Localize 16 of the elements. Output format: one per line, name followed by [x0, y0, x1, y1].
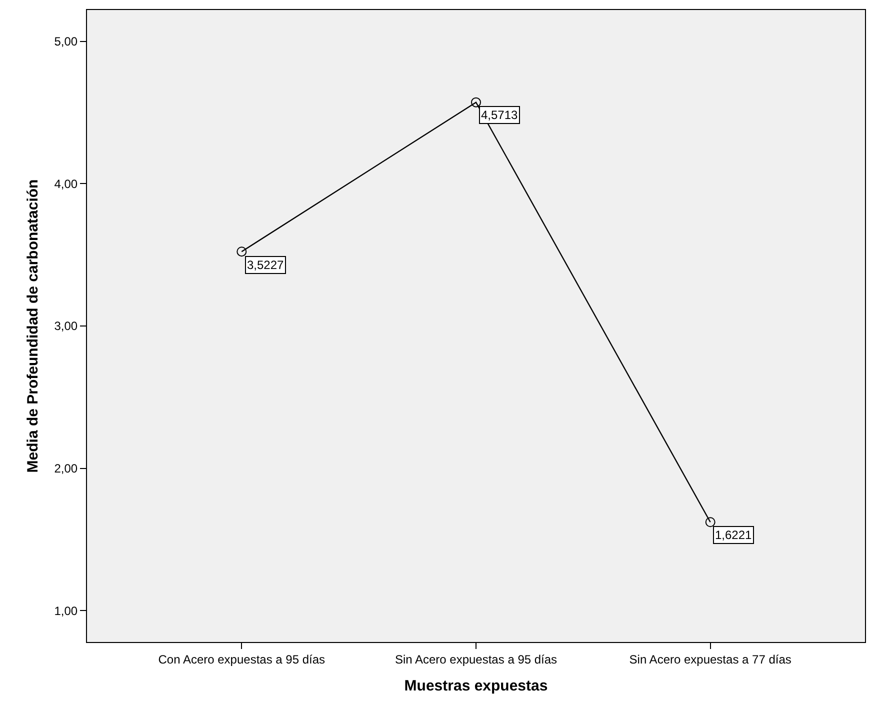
y-axis-title: Media de Profeundidad de carbonatación [24, 179, 42, 473]
y-tick-label: 1,00 [54, 604, 78, 618]
data-label: 1,6221 [715, 528, 752, 542]
y-tick-label: 5,00 [54, 34, 78, 49]
data-label: 3,5227 [247, 258, 284, 272]
point [236, 246, 247, 257]
y-tick-label: 3,00 [54, 319, 78, 334]
x-tick-label: Con Acero expuestas a 95 días [158, 652, 326, 666]
x-tick-label: Sin Acero expuestas a 95 días [394, 652, 558, 666]
y-tick-label: 4,00 [54, 176, 78, 191]
x-tick-label: Sin Acero expuestas a 77 días [629, 652, 792, 666]
point [705, 517, 716, 528]
x-axis-title: Muestras expuestas [404, 677, 548, 694]
y-tick-label: 2,00 [54, 462, 78, 476]
point [471, 97, 481, 108]
data-label: 4,5713 [481, 108, 518, 122]
